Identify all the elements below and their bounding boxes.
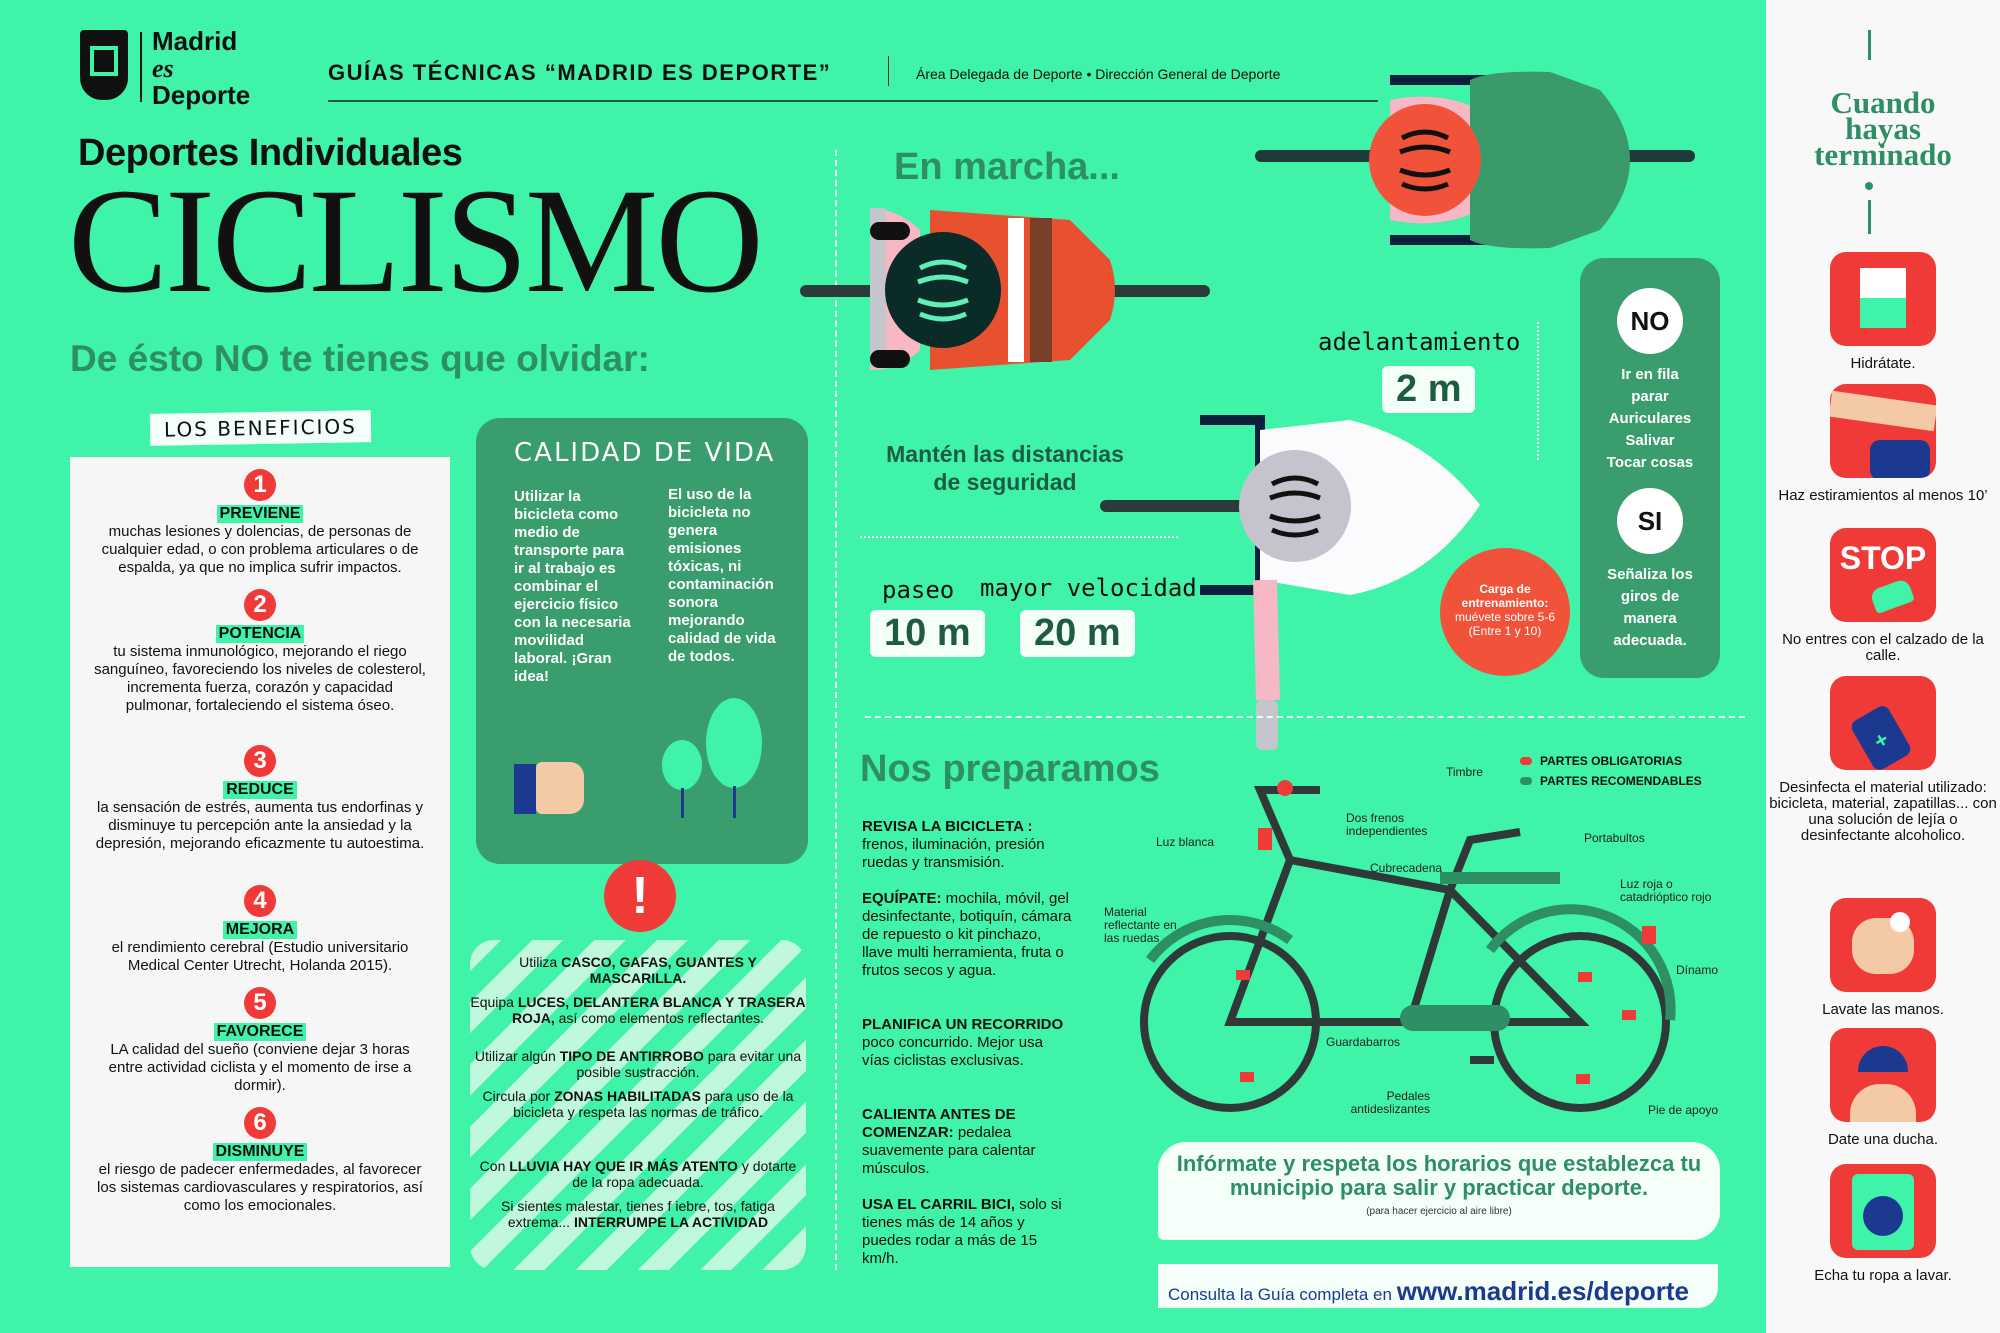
- tip-hidratate: Hidrátate.: [1766, 252, 2000, 372]
- benefit-item: 6 DISMINUYE el riesgo de padecer enferme…: [97, 1107, 423, 1214]
- calidad-de-vida-card: CALIDAD DE VIDA Utilizar la bicicleta co…: [476, 418, 808, 864]
- prep-item: CALIENTA ANTES DE COMENZAR: pedalea suav…: [862, 1106, 1036, 1177]
- warning-item: Utiliza CASCO, GAFAS, GUANTES Y MASCARIL…: [519, 954, 757, 986]
- prep-item: EQUÍPATE: mochila, móvil, gel desinfecta…: [862, 890, 1072, 979]
- prep-item: REVISA LA BICICLETA : frenos, iluminació…: [862, 818, 1045, 871]
- benefit-item: 3 REDUCE la sensación de estrés, aumenta…: [95, 745, 425, 852]
- tree-icon: [706, 698, 762, 788]
- beneficios-panel: 1 PREVIENE muchas lesiones y dolencias, …: [70, 457, 450, 1267]
- en-marcha-heading: En marcha...: [894, 146, 1120, 188]
- label-cubrecadena: Cubrecadena: [1370, 861, 1443, 875]
- cuando-hayas-terminado-heading: Cuando hayas terminado: [1814, 85, 1952, 172]
- distance-arrow-horizontal: [860, 536, 1178, 538]
- no-badge-icon: NO: [1617, 288, 1683, 354]
- washing-machine-icon: [1830, 1164, 1936, 1258]
- beneficios-label: LOS BENEFICIOS: [149, 410, 372, 446]
- exclamation-icon: !: [604, 860, 676, 932]
- header-divider: [888, 56, 889, 86]
- si-badge-icon: SI: [1617, 488, 1683, 554]
- guide-title: GUÍAS TÉCNICAS “MADRID ES DEPORTE”: [328, 60, 832, 85]
- warning-item: Si sientes malestar, tienes f iebre, tos…: [501, 1198, 775, 1230]
- tip-ropa: Echa tu ropa a lavar.: [1766, 1164, 2000, 1284]
- no-si-panel: NO Ir en fila parar Auriculares Salivar …: [1580, 258, 1720, 678]
- tree-icon: [662, 740, 702, 790]
- legend-recomendables: PARTES RECOMENDABLES: [1520, 774, 1702, 788]
- wash-hands-icon: [1830, 898, 1936, 992]
- label-material: Material reflectante en las ruedas: [1104, 905, 1177, 945]
- madrid-shield-logo: [80, 30, 128, 100]
- divider-horizontal: [865, 716, 1745, 718]
- page-title: CICLISMO: [68, 158, 764, 324]
- label-portabultos: Portabultos: [1584, 831, 1645, 845]
- mantener-distancias-text: Mantén las distancias de seguridad: [886, 441, 1124, 495]
- cyclist-right-icon: [1100, 415, 1480, 750]
- tip-ducha: Date una ducha.: [1766, 1028, 2000, 1148]
- cyclists-illustration: [800, 71, 1695, 750]
- label-luz-blanca: Luz blanca: [1156, 835, 1215, 849]
- consulta-guia-bar: Consulta la Guía completa en www.madrid.…: [1158, 1264, 1718, 1308]
- label-guardabarros: Guardabarros: [1326, 1035, 1401, 1049]
- prep-item: USA EL CARRIL BICI, solo si tienes más d…: [862, 1196, 1062, 1267]
- calidad-text-1: Utilizar la bicicleta como medio de tran…: [514, 488, 631, 685]
- thumbs-up-icon: [514, 764, 536, 814]
- warning-item: Circula por ZONAS HABILITADAS para uso d…: [482, 1088, 794, 1120]
- thumbs-up-hand: [536, 762, 584, 814]
- distance-arrow-vertical: [1537, 322, 1539, 460]
- tip-estiramientos: Haz estiramientos al menos 10’: [1766, 384, 2000, 504]
- cuando-divider-dot: [1865, 182, 1873, 190]
- legend-obligatorias: PARTES OBLIGATORIAS: [1520, 754, 1702, 768]
- carga-entrenamiento-badge: Carga de entrenamiento: muévete sobre 5-…: [1440, 548, 1570, 676]
- cuando-divider-bottom: [1868, 200, 1871, 234]
- deporte-url-link[interactable]: www.madrid.es/deporte: [1396, 1276, 1690, 1306]
- stop-shoe-icon: STOP: [1830, 528, 1936, 622]
- prep-item: PLANIFICA UN RECORRIDO poco concurrido. …: [862, 1016, 1064, 1069]
- page-subtitle: Deportes Individuales: [78, 132, 463, 174]
- benefit-item: 4 MEJORA el rendimiento cerebral (Estudi…: [111, 885, 409, 974]
- mayor-velocidad-value: 20 m: [1020, 610, 1135, 657]
- header-sub: Área Delegada de Deporte • Dirección Gen…: [916, 66, 1281, 82]
- calidad-text-2: El uso de la bicicleta no genera emision…: [668, 486, 776, 665]
- si-text: Señaliza los giros de manera adecuada.: [1607, 566, 1693, 649]
- bicycle-diagram: [1140, 780, 1676, 1112]
- adelantamiento-value: 2 m: [1382, 366, 1476, 413]
- section-heading-olvidar: De ésto NO te tienes que olvidar:: [70, 338, 650, 379]
- shower-icon: [1830, 1028, 1936, 1122]
- cyclist-left-icon: [800, 208, 1210, 370]
- cyclist-top-icon: [1255, 71, 1695, 249]
- bike-legend: PARTES OBLIGATORIAS PARTES RECOMENDABLES: [1520, 754, 1702, 788]
- warning-item: Equipa LUCES, DELANTERA BLANCA Y TRASERA…: [470, 994, 806, 1026]
- label-luz-roja: Luz roja o catadrióptico rojo: [1620, 877, 1712, 904]
- spray-icon: +: [1830, 676, 1936, 770]
- label-dinamo: Dínamo: [1676, 963, 1719, 977]
- adelantamiento-label: adelantamiento: [1318, 328, 1521, 356]
- tip-calzado: STOP No entres con el calzado de la call…: [1766, 528, 2000, 664]
- madrid-es-deporte-logo: Madrid es Deporte: [152, 26, 251, 110]
- warning-item: Utilizar algún TIPO DE ANTIRROBO para ev…: [474, 1048, 802, 1080]
- glass-icon: [1830, 252, 1936, 346]
- mayor-velocidad-label: mayor velocidad: [980, 574, 1197, 602]
- warnings-panel: Utiliza CASCO, GAFAS, GUANTES Y MASCARIL…: [470, 940, 806, 1270]
- divider-vertical: [835, 150, 837, 1270]
- label-pie-apoyo: Pie de apoyo: [1648, 1103, 1719, 1117]
- stretch-icon: [1830, 384, 1936, 478]
- header-rule: [328, 100, 1378, 102]
- benefit-item: 1 PREVIENE muchas lesiones y dolencias, …: [101, 469, 419, 576]
- benefit-item: 5 FAVORECE LA calidad del sueño (convien…: [108, 987, 412, 1094]
- tip-lavate-manos: Lavate las manos.: [1766, 898, 2000, 1018]
- paseo-value: 10 m: [870, 610, 985, 657]
- cuando-divider-top: [1868, 30, 1871, 60]
- no-list: Ir en fila parar Auriculares Salivar Toc…: [1606, 366, 1694, 471]
- paseo-label: paseo: [882, 576, 955, 604]
- label-frenos: Dos frenos independientes: [1346, 811, 1428, 838]
- label-pedales: Pedales antideslizantes: [1350, 1089, 1430, 1116]
- label-timbre: Timbre: [1446, 765, 1483, 779]
- warning-item: Con LLUVIA HAY QUE IR MÁS ATENTO y dotar…: [479, 1158, 797, 1190]
- info-horarios-box: Infórmate y respeta los horarios que est…: [1158, 1142, 1720, 1240]
- benefit-item: 2 POTENCIA tu sistema inmunológico, mejo…: [94, 589, 426, 714]
- nos-preparamos-heading: Nos preparamos: [860, 748, 1160, 790]
- logo-divider: [140, 32, 142, 102]
- tip-desinfecta: + Desinfecta el material utilizado: bici…: [1766, 676, 2000, 844]
